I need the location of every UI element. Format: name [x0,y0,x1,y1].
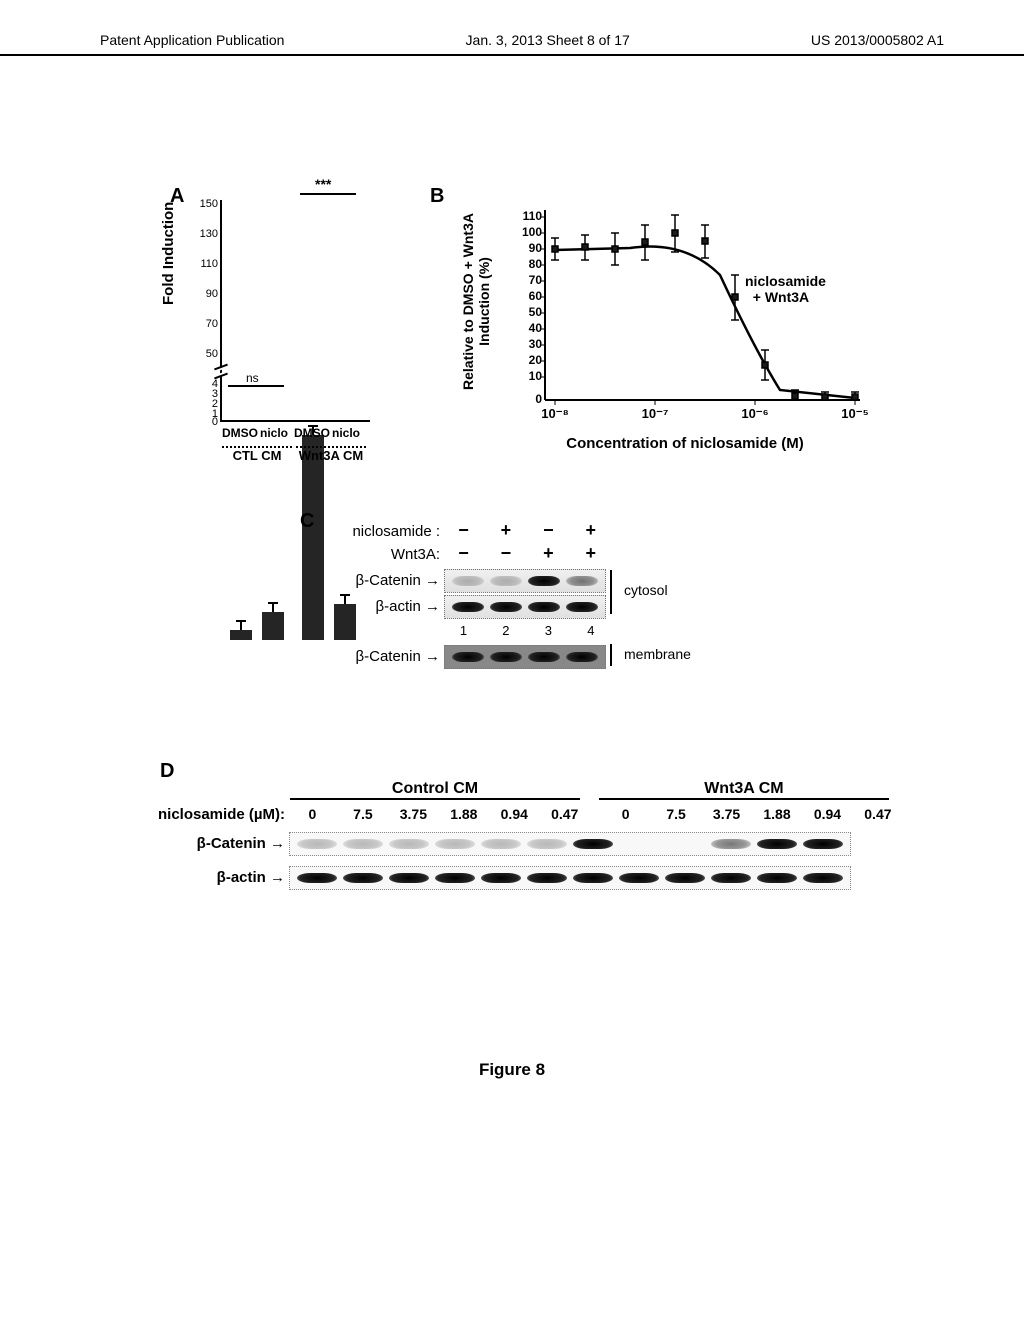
bactin-cytosol-blot [444,595,606,619]
panel-b-ylabel: Relative to DMSO + Wnt3AInduction (%) [460,213,492,390]
xgroup-wnt3a: Wnt3A CM [296,446,366,463]
figure-caption: Figure 8 [0,1060,1024,1080]
bcatenin-d-blot [289,832,851,856]
bcatenin-d-label: β-Catenin → [130,835,285,852]
sig-stars: *** [315,176,331,192]
bactin-d-blot [289,866,851,890]
svg-text:100: 100 [522,225,542,239]
panel-a-barchart: Fold Induction 150 130 110 90 70 50 4 3 … [170,190,390,470]
bcatenin-membrane-label: β-Catenin → [310,648,440,665]
row-wnt3a: Wnt3A: [310,546,440,563]
page-header: Patent Application Publication Jan. 3, 2… [0,32,1024,56]
bcatenin-membrane-blot [444,645,606,669]
xgroup-ctl: CTL CM [222,446,292,463]
ns-label: ns [246,371,259,385]
svg-text:10⁻⁵: 10⁻⁵ [841,406,868,421]
panel-b-dose-response: Relative to DMSO + Wnt3AInduction (%) 11… [440,190,860,470]
svg-text:60: 60 [529,289,543,303]
row-niclosamide: niclosamide : [310,523,440,540]
svg-text:10⁻⁷: 10⁻⁷ [642,406,669,421]
bar-niclo-ctl [262,612,284,640]
ytick: 70 [188,318,218,330]
header-left: Patent Application Publication [100,32,284,48]
ytick: 150 [188,198,218,210]
svg-text:50: 50 [529,305,543,319]
svg-text:80: 80 [529,257,543,271]
niclosamide-conc-label: niclosamide (µM): [130,806,285,823]
control-cm-header: Control CM [290,780,580,800]
panel-b-annot: niclosamide + Wnt3A [745,273,826,305]
svg-text:110: 110 [523,209,543,223]
ytick: 0 [188,416,218,428]
xlab: niclo [326,426,366,440]
svg-text:30: 30 [529,337,543,351]
svg-text:0: 0 [535,392,542,406]
dose-curve-svg: 110 100 90 80 70 60 50 40 30 20 10 0 10⁻… [510,200,870,430]
bactin-d-label: β-actin → [130,869,285,886]
xlab: niclo [254,426,294,440]
bcatenin-cytosol-label: β-Catenin → [310,572,440,589]
bactin-cytosol-label: β-actin → [310,598,440,615]
svg-text:10⁻⁶: 10⁻⁶ [741,406,768,421]
panel-d-western: Control CM Wnt3A CM niclosamide (µM): 0 … [130,780,910,890]
membrane-label: membrane [624,646,691,662]
svg-text:40: 40 [529,321,543,335]
ytick: 90 [188,288,218,300]
svg-text:10: 10 [529,369,543,383]
panel-c-western: niclosamide : − + − + Wnt3A: − − + + β-C… [310,520,760,670]
cytosol-label: cytosol [624,582,668,598]
panel-a-ylabel: Fold Induction [160,202,177,305]
ytick: 130 [188,228,218,240]
header-center: Jan. 3, 2013 Sheet 8 of 17 [466,32,630,48]
bcatenin-cytosol-blot [444,569,606,593]
svg-text:10⁻⁸: 10⁻⁸ [541,406,568,421]
bar-dmso-ctl [230,630,252,640]
svg-text:70: 70 [529,273,543,287]
header-right: US 2013/0005802 A1 [811,32,944,48]
panel-b-xlabel: Concentration of niclosamide (M) [510,435,860,452]
ytick: 110 [188,258,218,270]
ytick: 50 [188,348,218,360]
wnt3a-cm-header: Wnt3A CM [599,780,889,800]
svg-text:20: 20 [529,353,543,367]
svg-text:90: 90 [529,241,543,255]
